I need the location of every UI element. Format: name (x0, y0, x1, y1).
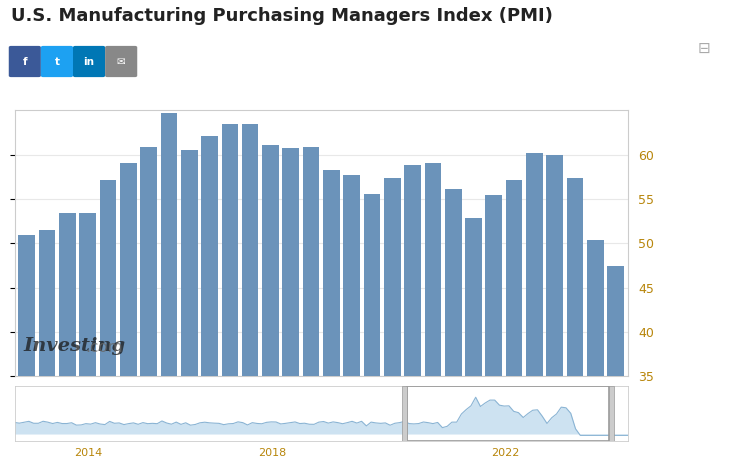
Bar (323, 170, 339, 376)
Text: t: t (55, 56, 59, 67)
Bar (181, 150, 198, 376)
Bar (587, 240, 604, 376)
Bar (526, 153, 542, 376)
Bar (100, 180, 116, 376)
Bar (303, 147, 319, 376)
Bar (80, 213, 96, 376)
Bar (120, 162, 137, 376)
Bar (140, 147, 157, 376)
Bar (59, 213, 76, 376)
Text: in: in (83, 56, 95, 67)
Bar (221, 124, 238, 376)
Bar (402, 386, 407, 441)
Bar (607, 266, 624, 376)
Text: ✉: ✉ (117, 56, 126, 67)
Bar (404, 165, 421, 376)
Text: ⊟: ⊟ (698, 41, 711, 56)
Text: f: f (23, 56, 27, 67)
Bar (425, 163, 441, 376)
Bar (566, 178, 583, 376)
Bar (445, 189, 461, 376)
Bar (610, 386, 615, 441)
Bar (242, 124, 258, 376)
Bar (407, 386, 610, 441)
Bar (18, 235, 35, 376)
Bar (201, 136, 218, 376)
Bar (506, 180, 523, 376)
Bar (39, 230, 55, 376)
Bar (384, 179, 401, 376)
Text: .com: .com (85, 340, 123, 355)
Text: Investing: Investing (24, 337, 126, 355)
Bar (546, 156, 563, 376)
Bar (262, 145, 279, 376)
Bar (343, 175, 360, 376)
Bar (364, 195, 380, 376)
Bar (283, 148, 299, 376)
Bar (485, 196, 502, 376)
Bar (161, 113, 177, 376)
Bar (465, 218, 482, 376)
Text: U.S. Manufacturing Purchasing Managers Index (PMI): U.S. Manufacturing Purchasing Managers I… (11, 7, 553, 25)
